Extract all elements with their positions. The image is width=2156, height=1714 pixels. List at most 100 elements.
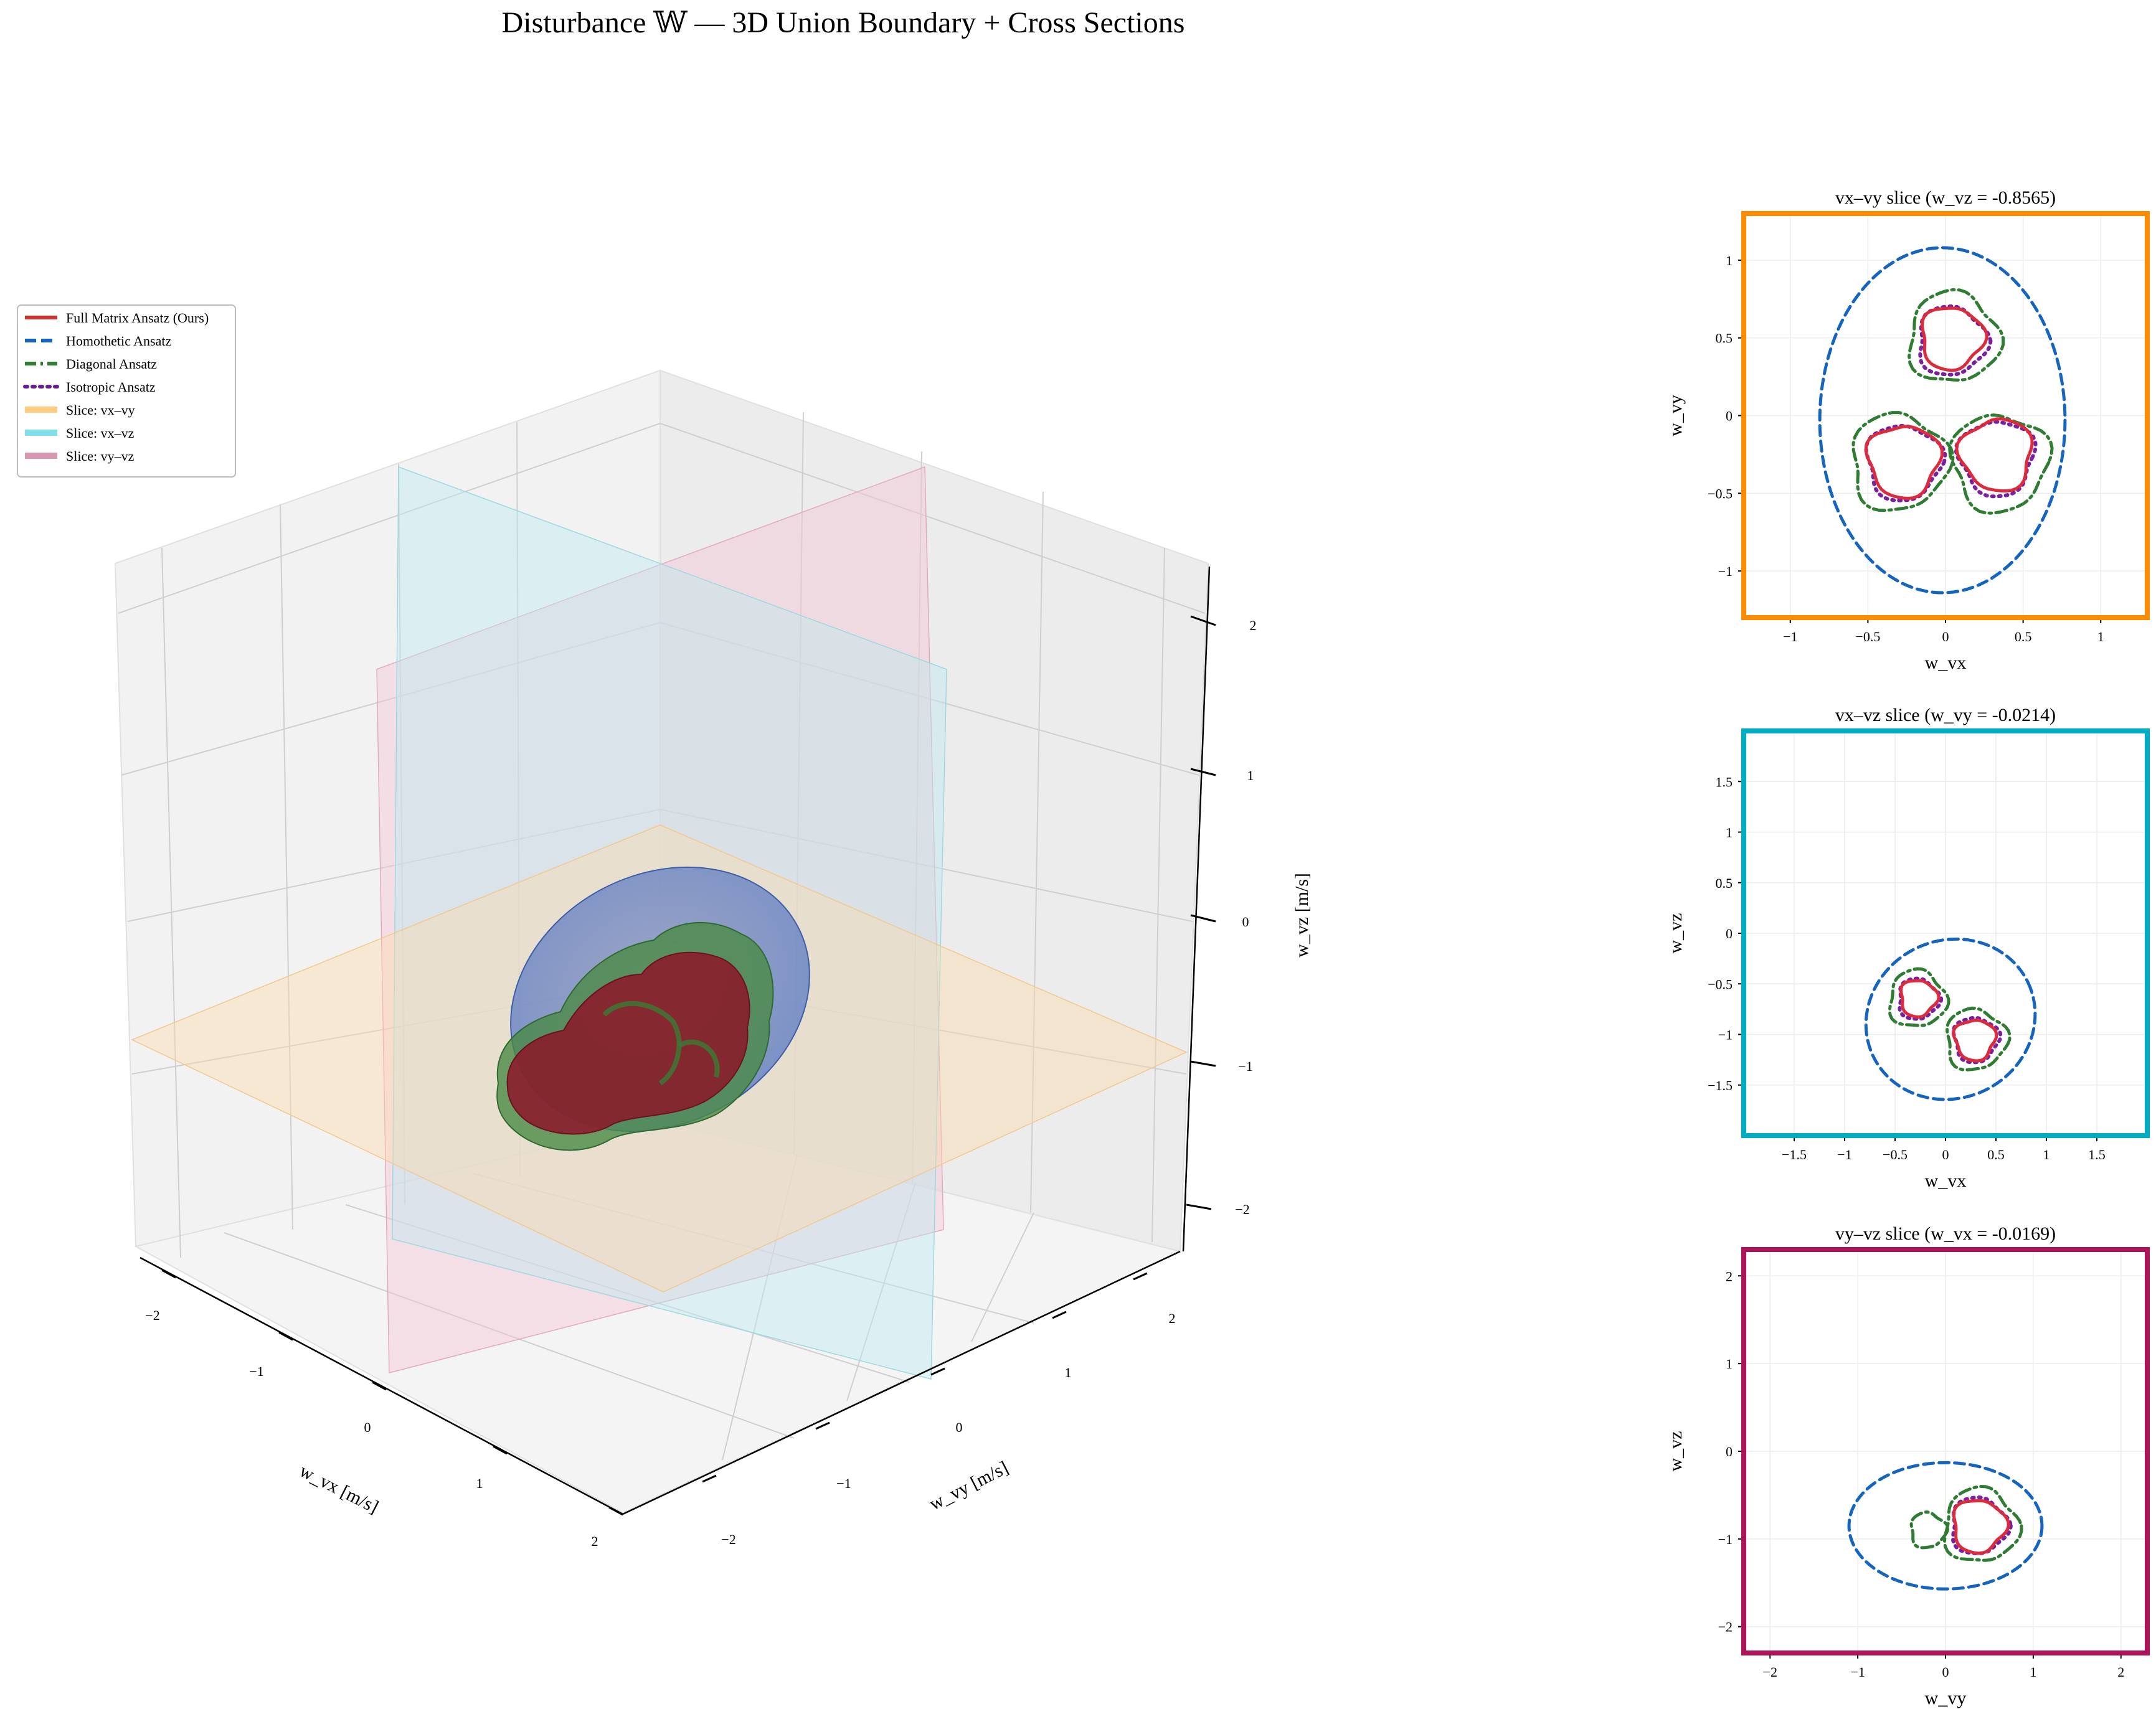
slice-title: vx–vz slice (w_vy = -0.0214) bbox=[1835, 705, 2056, 725]
slice-x-label: w_vy bbox=[1925, 1688, 1967, 1708]
slice-y-label: w_vy bbox=[1665, 395, 1686, 436]
slice-title: vx–vy slice (w_vz = -0.8565) bbox=[1835, 187, 2056, 208]
z-tick-label-3d: 1 bbox=[1247, 768, 1254, 783]
y-tick-label: 1 bbox=[1726, 1356, 1733, 1372]
x-tick-label: 1 bbox=[2043, 1147, 2050, 1162]
curve-diagonal bbox=[1908, 288, 2005, 382]
x-tick-label: −2 bbox=[1763, 1664, 1777, 1680]
slice-panel-vx-vz: −1.5 −1 −0.5 0 0.5 1 1.5 −1.5 −1 −0.5 0 0.5 1 1.5 vx–v… bbox=[1665, 705, 2150, 1191]
x-tick-label: −1.5 bbox=[1782, 1147, 1807, 1162]
slice-curves bbox=[1864, 937, 2037, 1101]
curve-full-matrix bbox=[1952, 1499, 2010, 1555]
x-tick-label-3d: −1 bbox=[249, 1363, 263, 1379]
x-tick-label: 2 bbox=[2117, 1664, 2124, 1680]
y-tick-label: 0 bbox=[1726, 926, 1733, 941]
z-axis-label-3d: w_vz [m/s] bbox=[1292, 873, 1312, 958]
legend-label: Slice: vy–vz bbox=[66, 448, 135, 464]
y-tick-label: −1 bbox=[1718, 563, 1733, 579]
z-tick-label-3d: −1 bbox=[1238, 1058, 1252, 1074]
y-tick-label-3d: 2 bbox=[1169, 1311, 1176, 1326]
curve-homothetic bbox=[1847, 1461, 2044, 1591]
y-tick-label: 1 bbox=[1726, 253, 1733, 268]
legend-box bbox=[17, 304, 236, 478]
y-tick-label: −0.5 bbox=[1708, 976, 1733, 992]
x-tick-label: 1 bbox=[2030, 1664, 2036, 1680]
curve-diagonal bbox=[1942, 1484, 2023, 1562]
curve-full-matrix bbox=[1920, 306, 1988, 372]
x-tick-label: −0.5 bbox=[1883, 1147, 1908, 1162]
z-ticks-3d bbox=[1186, 615, 1216, 1210]
x-tick-label: 0.5 bbox=[1987, 1147, 2005, 1162]
curve-diagonal bbox=[1909, 1510, 1950, 1550]
slice-curves bbox=[1818, 246, 2067, 595]
legend-label: Homothetic Ansatz bbox=[66, 333, 171, 349]
figure-title: Disturbance 𝕎 — 3D Union Boundary + Cros… bbox=[502, 6, 1185, 39]
curve-diagonal bbox=[1851, 411, 1955, 512]
y-tick-label-3d: −1 bbox=[836, 1476, 851, 1491]
plot-3d: −2 −1 0 1 2 w_vx [m/s] −2 −1 0 1 2 w_vy … bbox=[114, 369, 1312, 1549]
y-tick-label-3d: −2 bbox=[721, 1532, 735, 1547]
y-tick-label: 0 bbox=[1726, 408, 1733, 424]
y-tick-label-3d: 1 bbox=[1065, 1365, 1072, 1380]
x-tick-label: −1 bbox=[1837, 1147, 1851, 1162]
z-tick-label-3d: 0 bbox=[1242, 914, 1249, 930]
z-axis-3d bbox=[1182, 566, 1211, 1252]
curve-diagonal bbox=[1948, 413, 2054, 515]
curve-homothetic bbox=[1864, 937, 2037, 1101]
slice-frame bbox=[1741, 211, 2150, 620]
x-ticks-3d bbox=[161, 1269, 623, 1516]
y-tick-label: 0.5 bbox=[1716, 331, 1733, 346]
slice-frame bbox=[1741, 728, 2150, 1138]
legend-label: Full Matrix Ansatz (Ours) bbox=[66, 310, 209, 326]
y-tick-label-3d: 0 bbox=[956, 1420, 963, 1435]
x-tick-label: −1 bbox=[1783, 629, 1797, 644]
legend-label: Slice: vx–vy bbox=[66, 402, 135, 418]
slice-x-label: w_vx bbox=[1925, 652, 1967, 673]
slice-curves bbox=[1847, 1461, 2044, 1591]
legend-label: Diagonal Ansatz bbox=[66, 356, 157, 372]
x-tick-label-3d: −2 bbox=[145, 1307, 159, 1323]
slice-title: vy–vz slice (w_vx = -0.0169) bbox=[1835, 1223, 2056, 1244]
y-tick-label: 1 bbox=[1726, 825, 1733, 841]
y-tick-label: 0 bbox=[1726, 1444, 1733, 1459]
y-tick-label: −1 bbox=[1718, 1532, 1733, 1547]
surface-diagonal-ridge bbox=[602, 1001, 682, 1086]
slice-frame bbox=[1741, 1247, 2150, 1655]
x-tick-label-3d: 1 bbox=[476, 1476, 483, 1491]
surface-full-matrix bbox=[506, 951, 750, 1135]
y-tick-label: 2 bbox=[1726, 1268, 1733, 1284]
z-tick-label-3d: 2 bbox=[1250, 618, 1257, 633]
slice-panel-vx-vy: −1 −0.5 0 0.5 1 −1 −0.5 0 0.5 1 vx–vy slice (w_vz … bbox=[1665, 187, 2150, 673]
legend: Full Matrix Ansatz (Ours) Homothetic Ansa… bbox=[17, 304, 236, 478]
y-axis-label-3d: w_vy [m/s] bbox=[926, 1457, 1011, 1515]
y-tick-label: −1 bbox=[1718, 1027, 1733, 1043]
curve-homothetic bbox=[1818, 246, 2067, 595]
curve-full-matrix bbox=[1955, 417, 2034, 493]
curve-full-matrix bbox=[1864, 425, 1944, 501]
x-axis-3d bbox=[139, 1256, 623, 1515]
legend-label: Isotropic Ansatz bbox=[66, 379, 156, 395]
slice-y-label: w_vz bbox=[1665, 1431, 1686, 1472]
slice-x-label: w_vx bbox=[1925, 1170, 1967, 1191]
y-tick-label: −2 bbox=[1718, 1619, 1733, 1635]
x-tick-label: 0.5 bbox=[2015, 629, 2032, 644]
legend-label: Slice: vx–vz bbox=[66, 425, 135, 441]
x-tick-label: 1 bbox=[2097, 629, 2104, 644]
x-tick-label-3d: 0 bbox=[364, 1420, 371, 1435]
y-ticks-3d bbox=[702, 1272, 1148, 1483]
y-axis-3d bbox=[622, 1250, 1181, 1515]
x-tick-label: 0 bbox=[1942, 1664, 1949, 1680]
x-axis-label-3d: w_vx [m/s] bbox=[296, 1461, 382, 1518]
y-tick-label: 0.5 bbox=[1716, 875, 1733, 891]
y-tick-label: −0.5 bbox=[1708, 486, 1733, 501]
x-tick-label: −0.5 bbox=[1855, 629, 1880, 644]
y-tick-label: 1.5 bbox=[1716, 774, 1733, 789]
curve-full-matrix bbox=[1952, 1018, 1998, 1063]
y-tick-label: −1.5 bbox=[1708, 1078, 1733, 1093]
x-tick-label: −1 bbox=[1850, 1664, 1865, 1680]
x-tick-label: 0 bbox=[1942, 1147, 1949, 1162]
slice-panel-vy-vz: −2 −1 0 1 2 −2 −1 0 1 2 vy–vz slice (w_vx = -0.016… bbox=[1665, 1223, 2150, 1708]
surface-diagonal-ridge-2 bbox=[677, 1039, 720, 1078]
curve-full-matrix bbox=[1899, 979, 1941, 1019]
